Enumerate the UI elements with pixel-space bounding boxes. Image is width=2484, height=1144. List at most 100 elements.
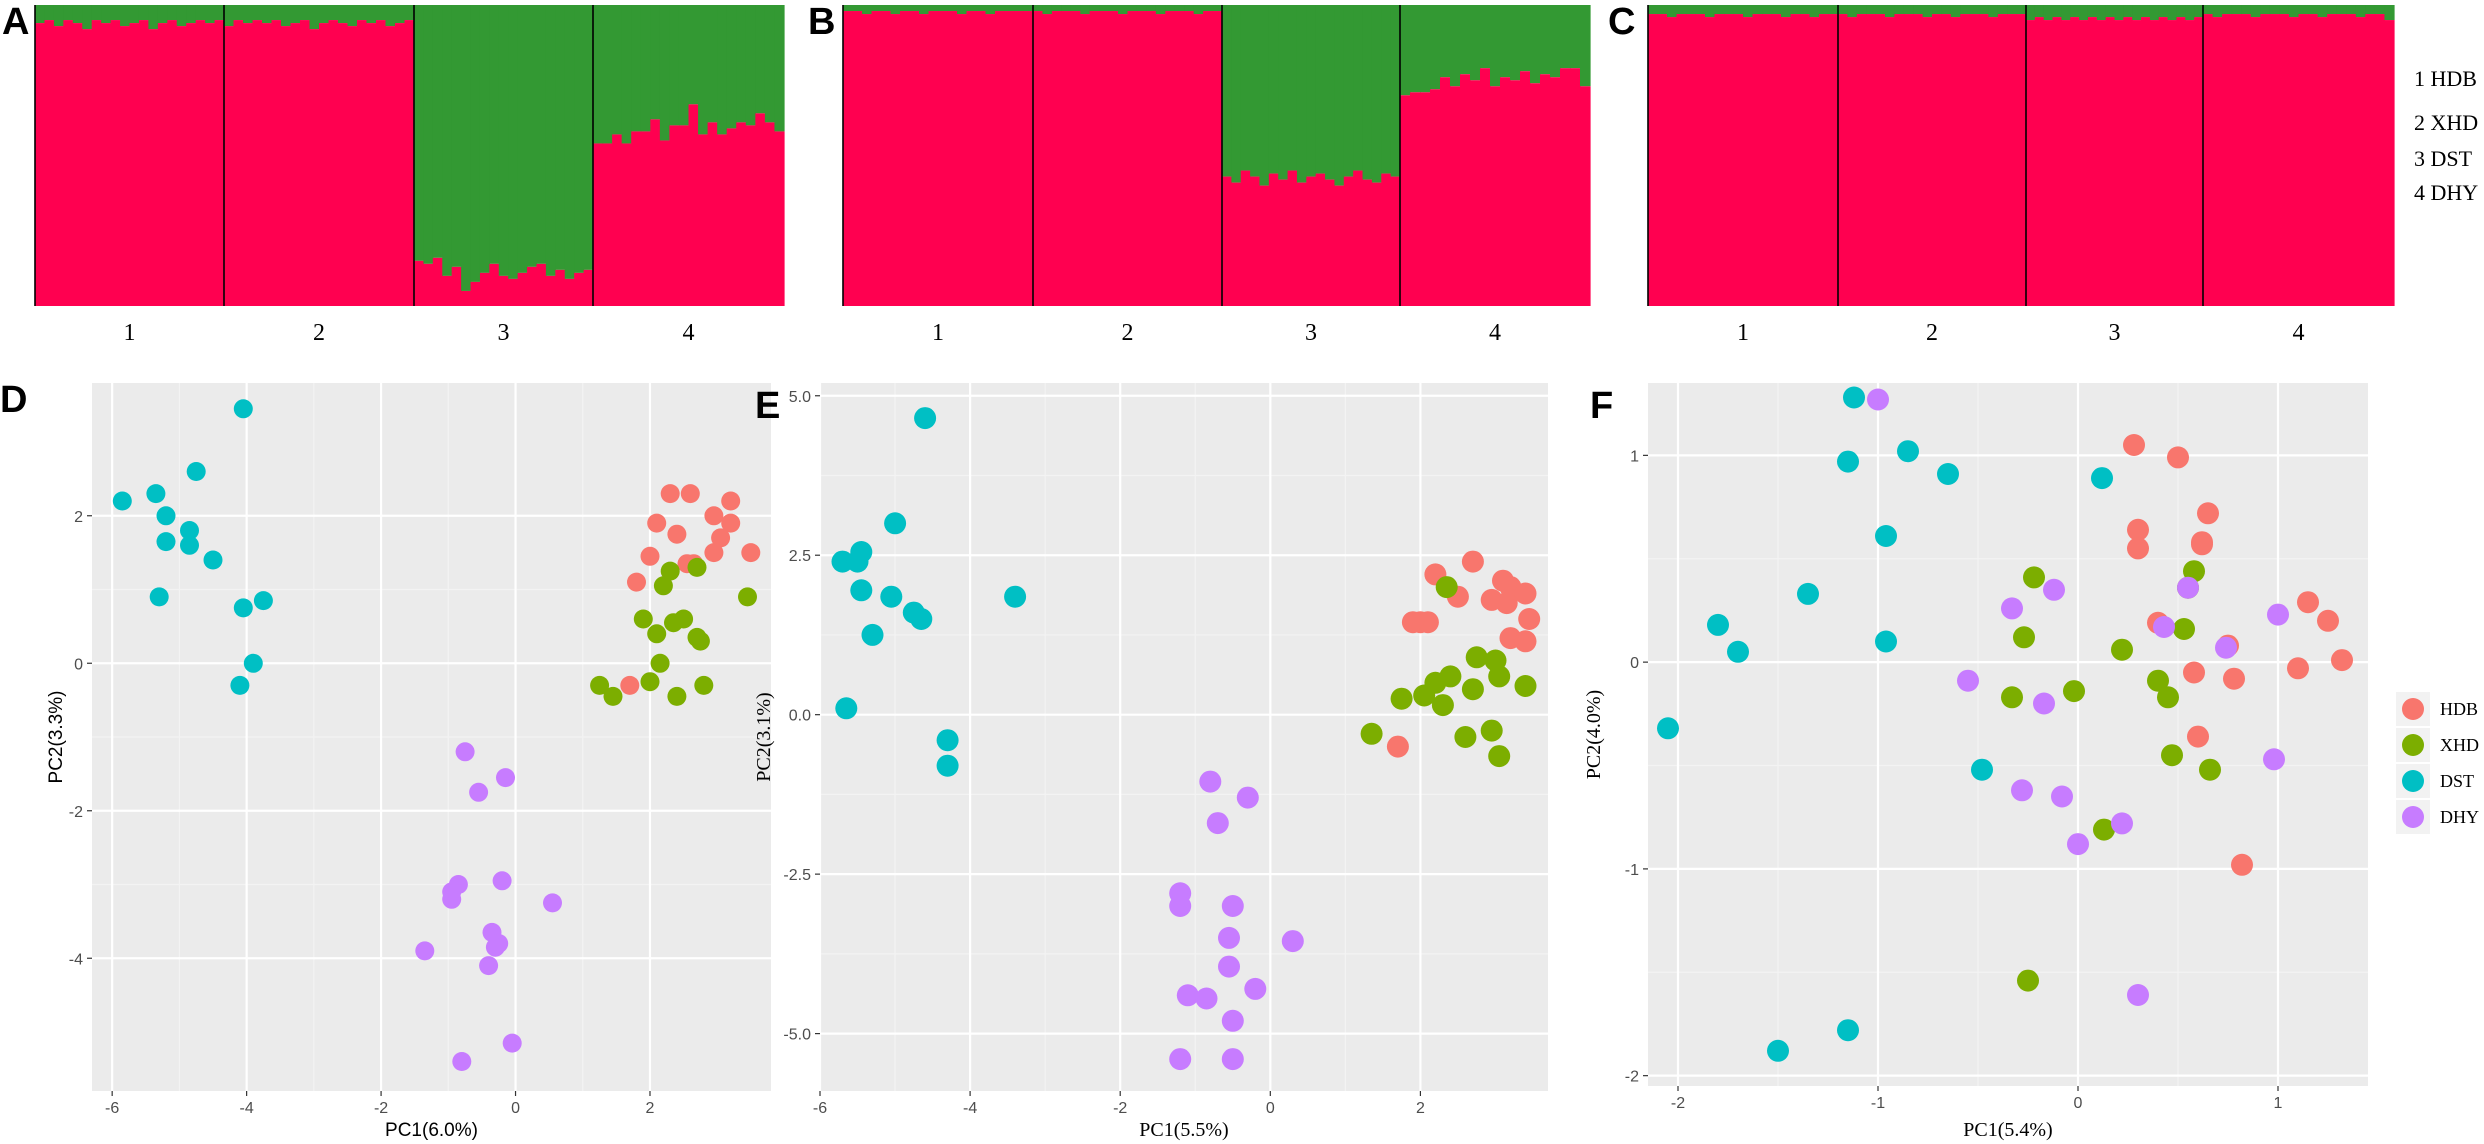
structure-bar-red xyxy=(1771,14,1782,307)
structure-bar-green xyxy=(2317,5,2328,18)
structure-bar-green xyxy=(1550,5,1561,78)
structure-bar-green xyxy=(1913,5,1924,15)
scatter-point-hdb xyxy=(667,524,687,544)
structure-bar-green xyxy=(2260,5,2271,15)
scatter-point-dhy xyxy=(2127,984,2149,1006)
structure-bar-green xyxy=(1828,5,1839,15)
structure-bar-red xyxy=(2105,17,2116,306)
structure-bar-green xyxy=(1460,5,1471,75)
scatter-point-xhd xyxy=(1360,722,1383,745)
structure-bar-red xyxy=(1510,80,1521,306)
structure-bar-red xyxy=(1184,11,1195,307)
scatter-point-dst xyxy=(2091,467,2113,490)
structure-bar-green xyxy=(1733,5,1744,15)
structure-bar-red xyxy=(2132,20,2142,307)
structure-bar-green xyxy=(414,5,425,261)
scatter-point-xhd xyxy=(660,561,680,581)
structure-bar-red xyxy=(489,263,500,306)
structure-bar-green xyxy=(1752,5,1763,15)
x-axis-title: PC1(6.0%) xyxy=(385,1120,478,1141)
structure-bar-green xyxy=(281,5,292,27)
scatter-point-xhd xyxy=(738,587,757,607)
structure-bar-red xyxy=(1676,14,1687,307)
structure-bar-red xyxy=(1136,11,1147,307)
structure-bar-red xyxy=(1334,185,1345,306)
scatter-point-dst xyxy=(233,399,253,419)
structure-bar-green xyxy=(1470,5,1481,81)
structure-bar-green xyxy=(1762,5,1773,15)
structure-bar-red xyxy=(764,122,776,306)
structure-bar-red xyxy=(536,263,547,306)
structure-bar-red xyxy=(470,281,481,306)
scatter-point-xhd xyxy=(653,576,673,596)
structure-bar-green xyxy=(631,5,642,132)
scatter-point-hdb xyxy=(2231,853,2253,876)
scatter-point-dhy xyxy=(1221,1009,1244,1032)
structure-bar-green xyxy=(2158,5,2169,18)
scatter-point-dhy xyxy=(1169,1048,1192,1071)
structure-bar-green xyxy=(224,5,235,27)
structure-bar-green xyxy=(1771,5,1782,15)
structure-bar-red xyxy=(385,26,396,306)
structure-bar-green xyxy=(995,5,1006,12)
scatter-point-dhy xyxy=(442,889,462,909)
structure-bar-red xyxy=(1828,14,1839,307)
structure-bar-green xyxy=(498,5,509,276)
population-legend-entry-4: 4 DHY xyxy=(2414,180,2478,205)
structure-bar-green xyxy=(63,5,74,21)
structure-bar-green xyxy=(1941,5,1952,15)
plot-background xyxy=(820,383,1548,1091)
group-label: 4 xyxy=(1489,320,1501,346)
structure-bar-red xyxy=(1885,17,1895,306)
scatter-point-dst xyxy=(1837,450,1859,473)
structure-bar-green xyxy=(919,5,930,15)
structure-bar-red xyxy=(1430,89,1441,306)
structure-bar-green xyxy=(167,5,178,21)
structure-bar-green xyxy=(1023,5,1034,12)
structure-bar-red xyxy=(928,11,939,307)
scatter-point-dhy xyxy=(1236,786,1259,809)
population-legend-entry-3: 3 DST xyxy=(2414,146,2473,171)
structure-bar-red xyxy=(717,134,728,306)
structure-bar-red xyxy=(640,131,651,306)
structure-bar-red xyxy=(659,140,670,306)
structure-bar-red xyxy=(2043,20,2054,307)
scatter-point-hdb xyxy=(2187,725,2209,748)
structure-bar-green xyxy=(129,5,140,24)
group-label: 1 xyxy=(1737,320,1749,346)
structure-bar-red xyxy=(1325,179,1336,306)
scatter-point-hdb xyxy=(2127,518,2149,541)
structure-bar-red xyxy=(53,26,64,306)
structure-bar-red xyxy=(1781,17,1792,306)
structure-bar-red xyxy=(1979,14,1989,307)
structure-panel-b: 1 2 3 4 xyxy=(842,5,1591,346)
scatter-point-xhd xyxy=(2183,560,2205,583)
structure-bar-red xyxy=(1315,173,1326,306)
structure-bar-red xyxy=(1390,176,1401,306)
scatter-point-dhy xyxy=(1281,930,1304,953)
scatter-point-hdb xyxy=(680,484,700,504)
structure-bar-green xyxy=(1490,5,1501,87)
structure-bar-green xyxy=(1240,5,1251,171)
structure-bar-red xyxy=(1089,11,1100,307)
y-axis-title: PC2(3.3%) xyxy=(46,691,67,784)
scatter-point-dst xyxy=(1837,1019,1859,1042)
scatter-point-hdb xyxy=(2127,537,2149,560)
structure-bar-green xyxy=(1743,5,1754,18)
structure-bar-red xyxy=(1480,68,1491,307)
scatter-point-hdb xyxy=(660,484,680,504)
structure-bar-red xyxy=(966,11,977,307)
structure-bar-red xyxy=(508,278,519,306)
structure-bar-green xyxy=(53,5,64,27)
structure-bar-red xyxy=(2346,14,2357,307)
scatter-point-dhy xyxy=(492,871,512,891)
structure-bar-green xyxy=(1866,5,1877,15)
structure-bar-green xyxy=(1695,5,1706,15)
structure-bar-green xyxy=(1146,5,1157,12)
structure-bar-green xyxy=(2384,5,2395,21)
panel-label-b: B xyxy=(808,1,835,43)
scatter-point-xhd xyxy=(1439,665,1462,688)
structure-bar-green xyxy=(1667,5,1678,18)
structure-bar-red xyxy=(1743,17,1754,306)
structure-bar-red xyxy=(1004,11,1015,307)
